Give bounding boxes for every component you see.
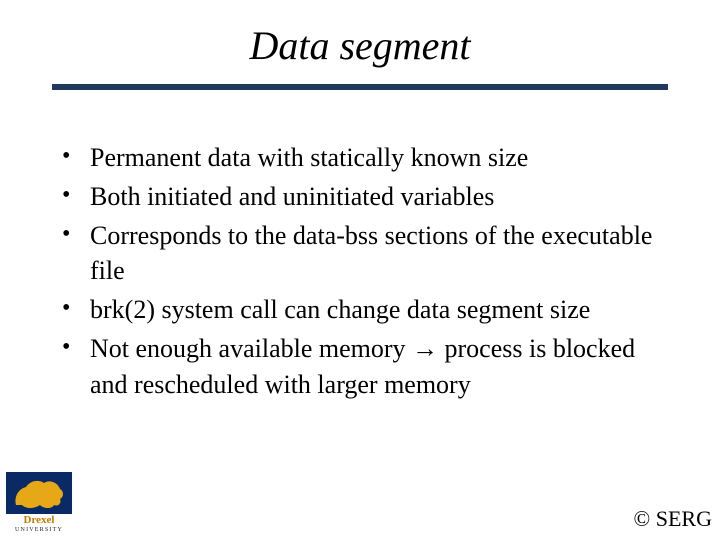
title-underline — [52, 84, 668, 90]
drexel-logo: Drexel UNIVERSITY — [6, 472, 72, 534]
bullet-item: Both initiated and uninitiated variables — [62, 179, 662, 214]
drexel-logo-box — [6, 472, 72, 514]
bullet-list: Permanent data with statically known siz… — [62, 140, 662, 406]
slide-title: Data segment — [0, 22, 720, 69]
bullet-item: Corresponds to the data-bss sections of … — [62, 218, 662, 288]
footer-copyright: © SERG — [634, 506, 712, 532]
bullet-item: Permanent data with statically known siz… — [62, 140, 662, 175]
drexel-logo-name: Drexel — [6, 514, 72, 526]
bullet-item: brk(2) system call can change data segme… — [62, 292, 662, 327]
bullet-item: Not enough available memory → process is… — [62, 331, 662, 401]
slide: Data segment Permanent data with statica… — [0, 0, 720, 540]
drexel-logo-sub: UNIVERSITY — [6, 527, 72, 534]
dragon-icon — [10, 475, 68, 511]
